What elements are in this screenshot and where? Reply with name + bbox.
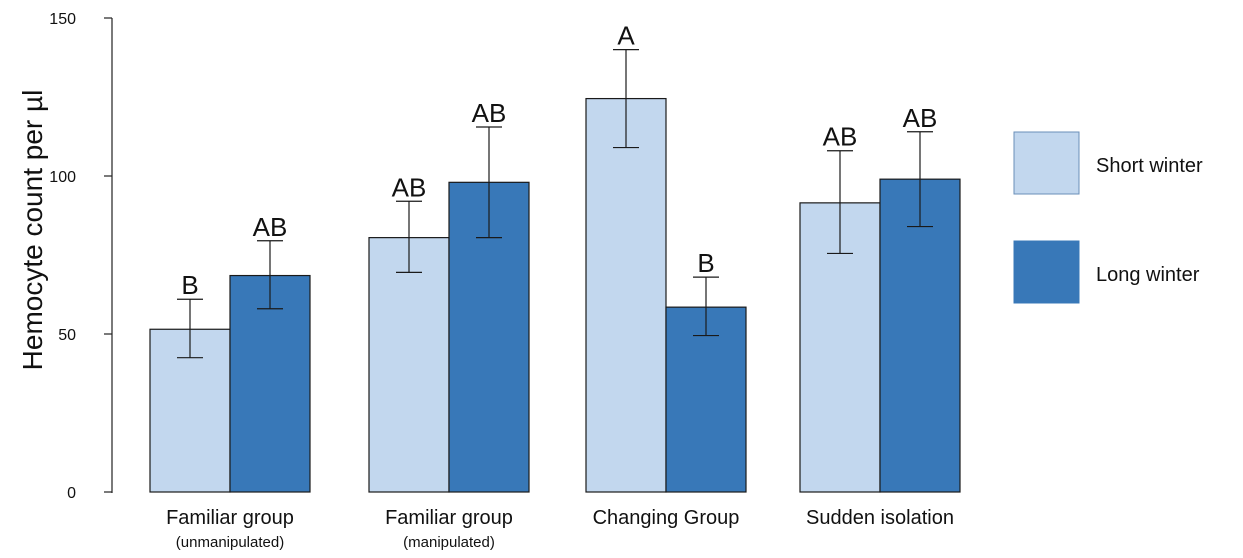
category-sublabel: (unmanipulated) [176, 534, 284, 551]
category-labels: Familiar group (unmanipulated) Familiar gr… [166, 507, 954, 551]
significance-label: A [617, 21, 635, 51]
y-axis: 0 50 100 150 Hemocyte count per µl [17, 11, 113, 502]
bar [585, 97, 667, 493]
y-tick-label: 50 [58, 327, 76, 344]
significance-label: B [697, 248, 714, 278]
significance-label: AB [823, 122, 858, 152]
y-tick-label: 150 [49, 11, 76, 28]
legend-swatch [1013, 240, 1080, 304]
category-label: Sudden isolation [806, 507, 954, 529]
y-tick-label: 100 [49, 169, 76, 186]
legend: Short winter Long winter [1013, 131, 1203, 304]
category-label: Familiar group [385, 507, 513, 529]
bar [665, 306, 747, 493]
legend-swatch [1013, 131, 1080, 195]
category-sublabel: (manipulated) [403, 534, 495, 551]
category-label: Changing Group [593, 507, 740, 529]
legend-label: Long winter [1096, 264, 1200, 286]
bar [879, 178, 961, 493]
significance-label: AB [472, 98, 507, 128]
y-axis-title: Hemocyte count per µl [17, 90, 48, 371]
significance-label: AB [253, 212, 288, 242]
legend-label: Short winter [1096, 155, 1203, 177]
bar [368, 237, 450, 493]
significance-label: AB [903, 103, 938, 133]
significance-label: B [181, 270, 198, 300]
y-tick-label: 0 [67, 485, 76, 502]
significance-label: AB [392, 172, 427, 202]
category-label: Familiar group [166, 507, 294, 529]
